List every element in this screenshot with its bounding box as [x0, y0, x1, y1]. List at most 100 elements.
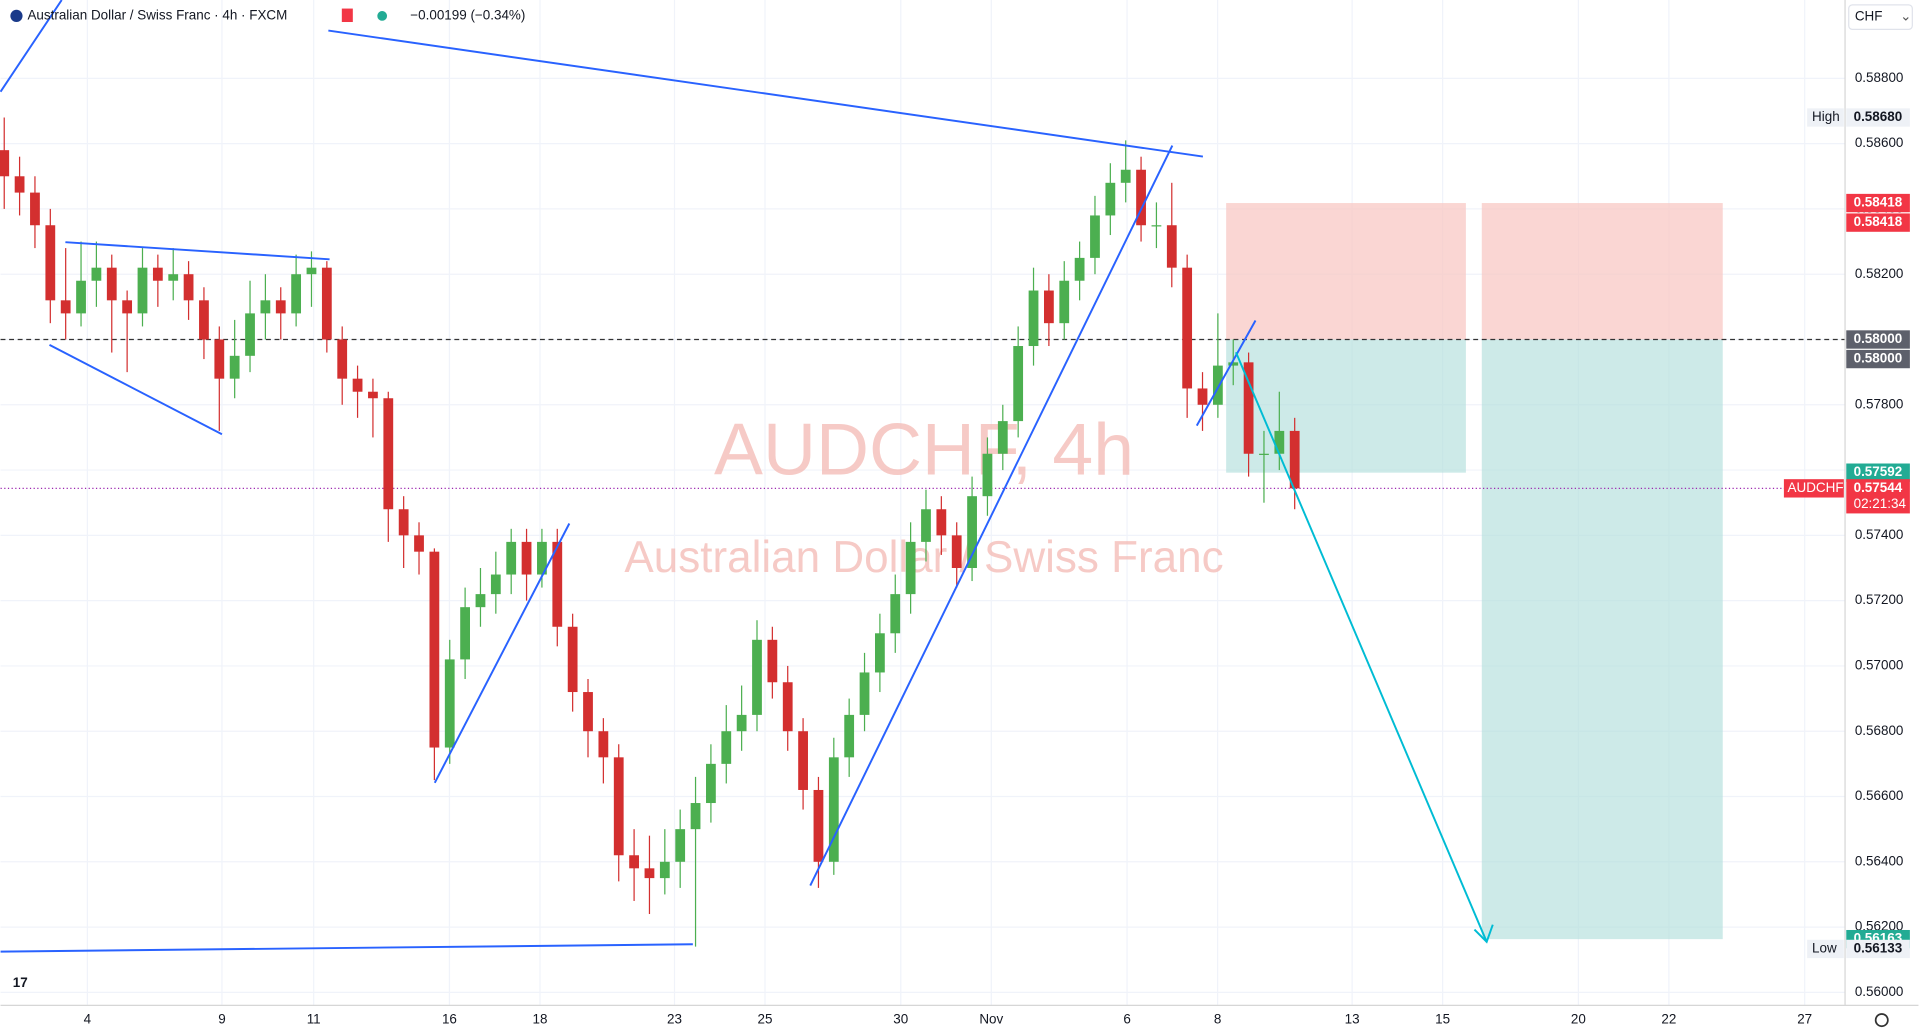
price-axis: 0.56000 0.56200 0.56400 0.56600 0.56800 0.570… — [1783, 70, 1910, 999]
time-axis: 4 9 11 16 18 23 25 30 Nov 6 8 13 15 20 22 27 — [84, 1012, 1813, 1027]
body — [967, 496, 977, 568]
price-label: 0.57544 — [1854, 480, 1903, 495]
body — [1274, 430, 1285, 454]
body — [214, 339, 225, 379]
price-label: 0.58418 — [1854, 214, 1903, 229]
body — [429, 551, 440, 748]
body — [1120, 169, 1131, 183]
body — [890, 594, 901, 634]
price-label: 0.56133 — [1854, 940, 1903, 955]
watermark: AUDCHF, 4h — [714, 408, 1134, 490]
body — [368, 391, 378, 399]
body — [506, 541, 517, 575]
body — [444, 659, 455, 748]
body — [1151, 225, 1162, 227]
price-label: 0.58418 — [1854, 195, 1903, 210]
body — [521, 541, 532, 575]
price-tag: AUDCHF — [1788, 480, 1844, 495]
x-tick-label: 30 — [893, 1012, 908, 1027]
price-tag: High — [1812, 109, 1840, 124]
projection-arrow — [1235, 351, 1494, 944]
alert-icon — [341, 8, 353, 23]
body — [275, 300, 286, 314]
price-label: 0.58000 — [1854, 351, 1903, 366]
trendline — [328, 29, 1204, 158]
status-dot — [377, 11, 388, 21]
body — [921, 509, 931, 542]
body — [752, 639, 762, 715]
body — [475, 594, 486, 608]
body — [537, 541, 547, 575]
price-label-bg — [1846, 349, 1910, 369]
y-tick-label: 0.58600 — [1855, 135, 1904, 150]
body — [1289, 430, 1300, 489]
tv-logo: 17 — [13, 975, 28, 990]
price-tag-bg — [1807, 939, 1844, 959]
price-label-bg — [1846, 479, 1910, 514]
y-tick-label: 0.57000 — [1855, 657, 1904, 672]
trendline — [49, 344, 223, 436]
body — [706, 763, 716, 804]
price-label-bg — [1846, 108, 1910, 127]
body — [1197, 388, 1208, 405]
body — [0, 150, 10, 177]
y-tick-label: 0.56800 — [1855, 723, 1904, 738]
x-tick-label: 6 — [1123, 1012, 1130, 1027]
trendline — [0, 943, 693, 953]
body — [844, 714, 855, 758]
settings-icon[interactable] — [1874, 1013, 1889, 1028]
body — [613, 757, 624, 856]
body — [337, 339, 348, 379]
body — [767, 639, 778, 683]
body — [798, 731, 808, 790]
body — [875, 633, 885, 673]
body — [721, 731, 732, 764]
currency: CHF — [1855, 9, 1883, 24]
x-tick-label: 18 — [532, 1012, 547, 1027]
body — [414, 535, 424, 552]
trendline — [0, 0, 63, 93]
price-label-bg — [1846, 939, 1910, 959]
body — [936, 509, 947, 536]
body — [183, 274, 194, 301]
body — [1212, 365, 1223, 405]
target-zone — [1226, 339, 1466, 473]
price-label-bg — [1846, 193, 1910, 213]
y-tick-label: 0.56200 — [1855, 919, 1904, 934]
body — [122, 300, 133, 314]
price-tag-bg — [1783, 479, 1844, 498]
price-label-bg — [1846, 213, 1910, 232]
x-tick-label: 4 — [84, 1012, 92, 1027]
body — [383, 398, 394, 510]
x-tick-label: 8 — [1214, 1012, 1221, 1027]
body — [1182, 267, 1193, 389]
body — [644, 868, 655, 879]
currency-button[interactable] — [1848, 4, 1913, 30]
x-tick-label: 11 — [307, 1012, 321, 1027]
body — [1228, 362, 1239, 366]
body — [60, 300, 71, 314]
body — [245, 313, 255, 356]
x-tick-label: 15 — [1435, 1012, 1450, 1027]
body — [306, 267, 317, 275]
x-tick-label: 23 — [667, 1012, 682, 1027]
body — [1090, 215, 1100, 258]
body — [1059, 280, 1070, 324]
body — [91, 267, 102, 281]
body — [352, 378, 363, 392]
flag-icon — [10, 9, 23, 23]
body — [199, 300, 209, 340]
body — [828, 757, 839, 862]
y-tick-label: 0.56400 — [1855, 853, 1904, 868]
body — [45, 225, 56, 301]
body — [260, 300, 271, 314]
body — [1028, 290, 1039, 347]
target-zone — [1481, 339, 1723, 940]
body — [137, 267, 148, 314]
trendline — [1195, 319, 1257, 427]
body — [859, 672, 870, 715]
symbol-title: Australian Dollar / Swiss Franc · 4h · F… — [27, 7, 287, 22]
x-tick-label: 25 — [758, 1012, 773, 1027]
x-tick-label: 20 — [1571, 1012, 1586, 1027]
